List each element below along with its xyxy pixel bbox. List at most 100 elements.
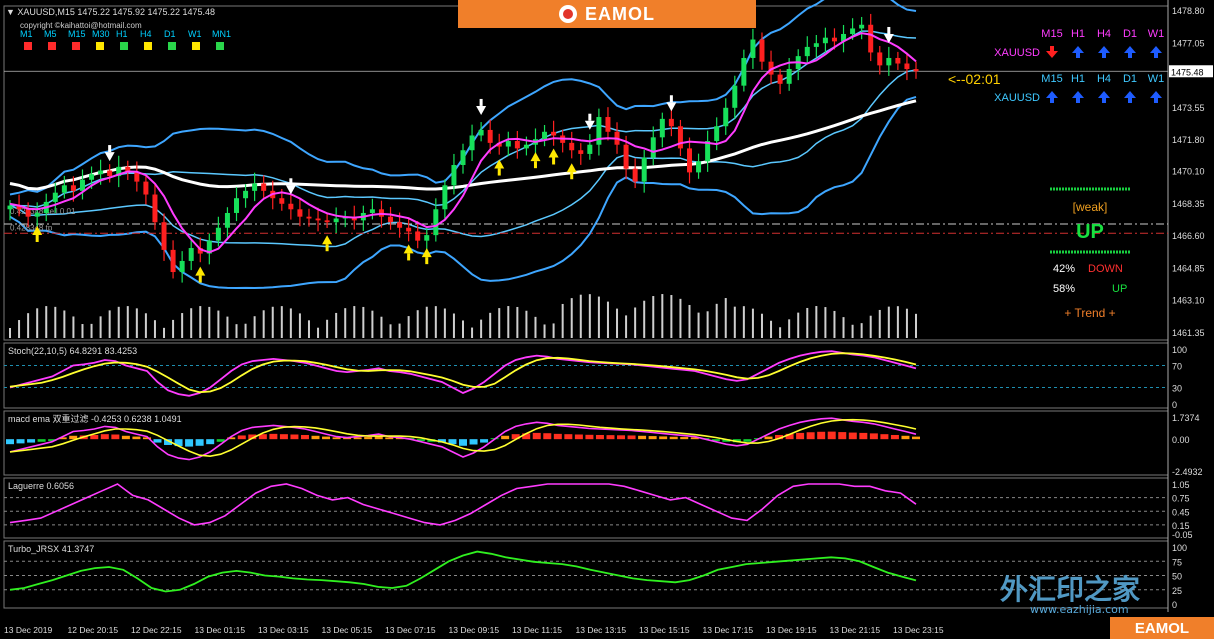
tp-level-label: 0.428348 tp — [10, 223, 53, 232]
buy-signal-stem — [533, 161, 537, 169]
time-tick-label: 13 Dec 2019 — [4, 625, 52, 635]
candle-up — [179, 260, 185, 273]
volume-bar — [181, 313, 184, 338]
volume-bar — [480, 319, 483, 338]
candle-up — [433, 209, 439, 236]
candle-up — [460, 150, 466, 166]
macd-histogram-bar — [669, 436, 678, 440]
macd-histogram-bar — [648, 436, 657, 440]
macd-histogram-bar — [111, 434, 120, 440]
volume-bar — [616, 308, 619, 338]
buy-signal-icon — [494, 159, 505, 169]
candle-down — [777, 74, 783, 84]
volume-bar — [72, 316, 75, 338]
tf-label-m15: M15 — [68, 29, 86, 39]
price-tick-label: 1461.35 — [1172, 328, 1205, 338]
candle-up — [696, 161, 702, 173]
row1-tf-d1: D1 — [1123, 28, 1137, 40]
macd-histogram-bar — [848, 432, 857, 440]
volume-bar — [905, 308, 908, 338]
candle-down — [632, 168, 638, 182]
volume-bar — [833, 310, 836, 338]
time-tick-label: 13 Dec 03:15 — [258, 625, 309, 635]
candle-up — [224, 212, 230, 228]
volume-bar — [525, 310, 528, 338]
signal-direction: UP — [1076, 221, 1104, 243]
volume-bar — [36, 308, 39, 338]
macd-histogram-bar — [16, 439, 25, 444]
candle-up — [523, 144, 529, 149]
turbo-tick: 50 — [1172, 572, 1182, 582]
tf-status-square — [48, 42, 56, 50]
stoch-tick: 70 — [1172, 362, 1182, 372]
volume-bar — [163, 327, 166, 338]
volume-bar — [335, 312, 338, 338]
laguerre-tick: 0.15 — [1172, 521, 1190, 531]
candle-down — [496, 142, 502, 147]
volume-bar — [99, 316, 102, 338]
buy-signal-icon — [322, 235, 333, 245]
candle-up — [243, 190, 249, 199]
candle-down — [868, 24, 874, 53]
volume-bar — [760, 313, 763, 338]
volume-bar — [443, 308, 446, 338]
row1-tf-h4: H4 — [1097, 28, 1111, 40]
price-tick-label: 1470.10 — [1172, 167, 1205, 177]
candle-up — [7, 205, 13, 210]
candle-down — [668, 118, 674, 127]
volume-bar — [344, 308, 347, 338]
macd-histogram-bar — [595, 434, 604, 440]
volume-bar — [389, 324, 392, 338]
volume-bar — [842, 317, 845, 338]
macd-histogram-bar — [501, 435, 510, 440]
stoch-signal-line — [9, 352, 917, 394]
candle-up — [52, 192, 58, 202]
trend-up-arrow-icon — [1124, 46, 1136, 58]
sell-signal-stem — [887, 26, 891, 34]
macd-histogram-bar — [638, 435, 647, 440]
candle-up — [596, 117, 602, 145]
volume-bar — [507, 306, 510, 338]
volume-bar — [262, 310, 265, 338]
volume-bar — [407, 316, 410, 338]
volume-bar — [27, 313, 30, 338]
volume-bar — [416, 310, 419, 338]
candle-up — [215, 227, 221, 241]
volume-bar — [588, 294, 591, 338]
sell-signal-stem — [669, 95, 673, 103]
volume-bar — [543, 324, 546, 338]
candle-up — [714, 126, 720, 142]
candle-down — [913, 69, 919, 72]
macd-tick: 1.7374 — [1172, 413, 1200, 423]
row2-tf-h1: H1 — [1071, 73, 1085, 85]
keltner-upper-line — [10, 30, 917, 208]
macd-histogram-bar — [564, 434, 573, 440]
time-tick-label: 13 Dec 05:15 — [322, 625, 373, 635]
sell-signal-icon — [285, 185, 296, 195]
macd-histogram-bar — [6, 439, 14, 445]
candle-up — [741, 57, 747, 86]
buy-signal-stem — [407, 253, 411, 261]
volume-bar — [887, 306, 890, 338]
macd-histogram-bar — [248, 434, 257, 440]
up-label: UP — [1112, 283, 1127, 295]
candle-up — [705, 141, 711, 162]
candle-down — [895, 57, 901, 64]
macd-histogram-bar — [532, 432, 541, 440]
macd-line — [9, 417, 917, 461]
macd-histogram-bar — [838, 432, 847, 440]
macd-histogram-bar — [27, 439, 36, 443]
volume-bar — [733, 306, 736, 338]
buy-signal-stem — [35, 234, 39, 242]
macd-histogram-bar — [775, 434, 784, 440]
candle-down — [397, 222, 403, 228]
macd-histogram-bar — [880, 434, 889, 440]
laguerre-tick: -0.05 — [1172, 530, 1193, 540]
candle-down — [388, 216, 394, 223]
macd-label: macd ema 双重过滤 -0.4253 0.6238 1.0491 — [8, 413, 182, 424]
time-tick-label: 13 Dec 19:15 — [766, 625, 817, 635]
long-ma-line — [9, 99, 917, 191]
bollinger-lower-line — [9, 95, 917, 290]
tf-status-square — [216, 42, 224, 50]
volume-bar — [606, 301, 609, 338]
